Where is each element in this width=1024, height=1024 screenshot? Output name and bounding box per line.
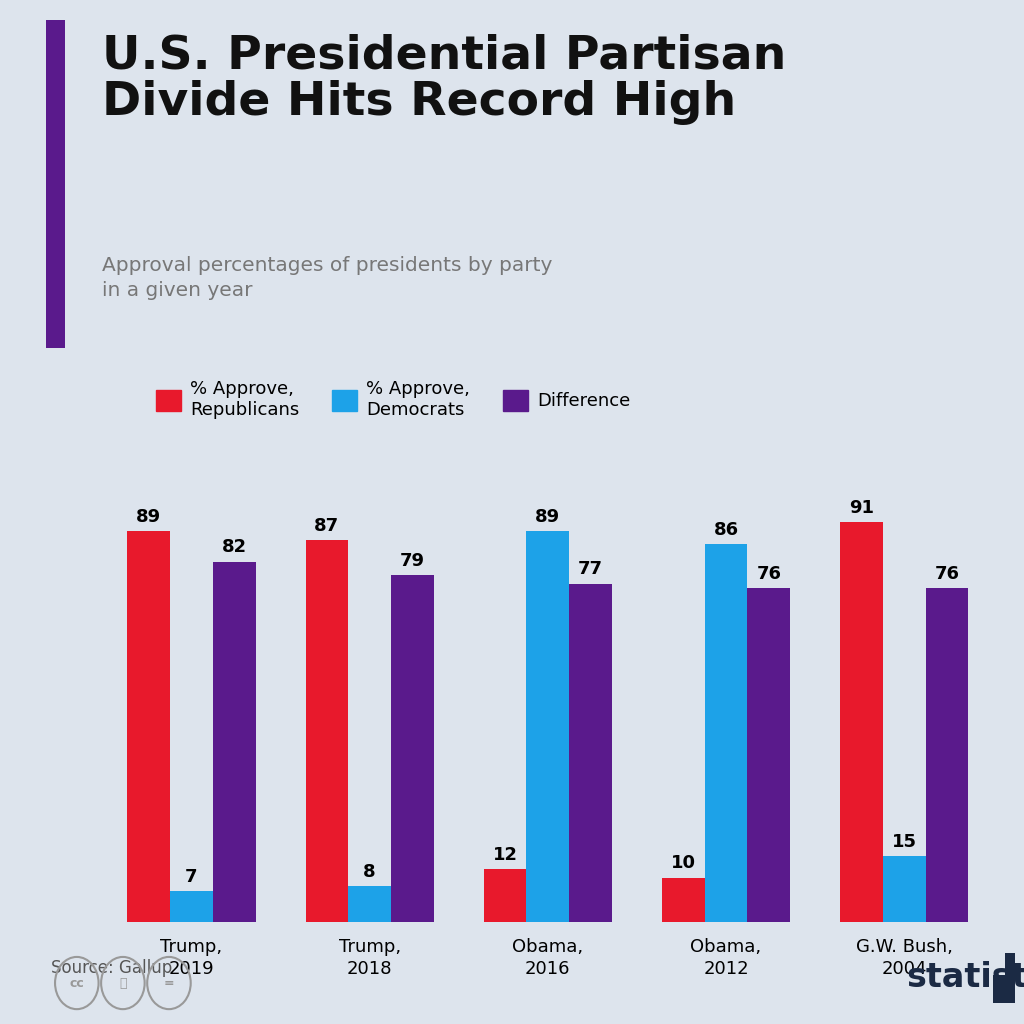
Text: 15: 15 [892,833,916,851]
Bar [705,544,748,922]
Text: U.S. Presidential Partisan
Divide Hits Record High: U.S. Presidential Partisan Divide Hits R… [102,34,786,125]
Text: 79: 79 [400,552,425,569]
Bar [391,574,434,922]
Text: 89: 89 [536,508,560,525]
Text: 76: 76 [935,565,959,583]
Text: 77: 77 [579,560,603,579]
Bar [926,588,969,922]
Text: 10: 10 [671,854,695,872]
Bar [992,952,1005,976]
Bar [992,952,1015,1004]
Bar [748,588,791,922]
Bar [840,522,883,922]
Text: 12: 12 [493,846,517,863]
Bar [883,856,926,922]
Text: 86: 86 [714,521,738,539]
Bar [213,562,256,922]
Text: Approval percentages of presidents by party
in a given year: Approval percentages of presidents by pa… [102,256,553,300]
Text: 7: 7 [185,867,198,886]
Bar [46,20,65,348]
Bar [483,869,526,922]
Bar [662,878,705,922]
Bar [127,531,170,922]
Bar [526,531,569,922]
Text: 89: 89 [136,508,162,525]
Text: ⓘ: ⓘ [119,977,127,989]
Bar [569,584,612,922]
Text: 91: 91 [849,499,873,517]
Text: 82: 82 [221,539,247,556]
Text: 87: 87 [314,516,340,535]
Text: cc: cc [70,977,84,989]
Text: Source: Gallup: Source: Gallup [51,958,172,977]
Text: 76: 76 [757,565,781,583]
Bar [348,887,391,922]
Text: statista: statista [906,962,1024,994]
Text: =: = [164,977,174,989]
Bar [305,540,348,922]
Bar [170,891,213,922]
Text: 8: 8 [364,863,376,882]
Legend: % Approve,
Republicans, % Approve,
Democrats, Difference: % Approve, Republicans, % Approve, Democ… [156,380,630,419]
